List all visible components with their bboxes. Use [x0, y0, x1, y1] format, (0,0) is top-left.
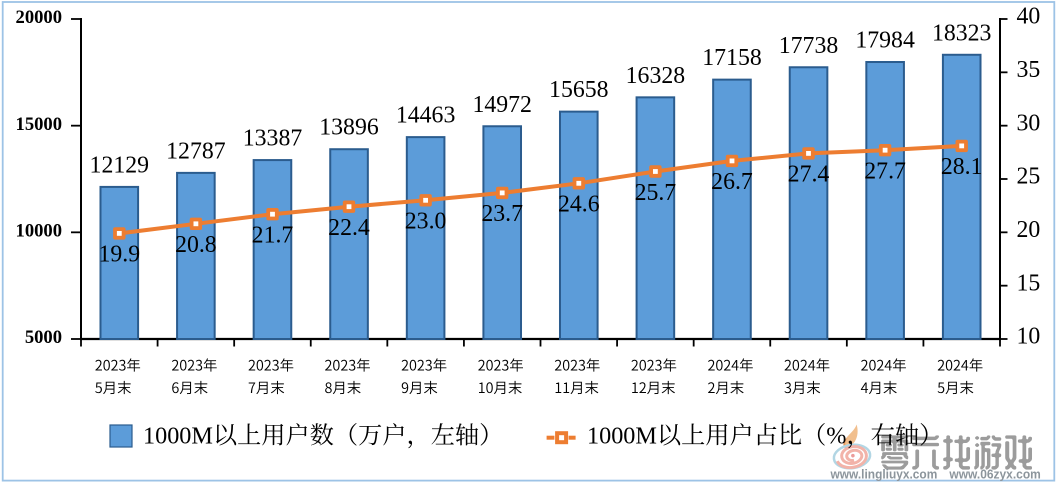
- svg-text:21.7: 21.7: [252, 223, 294, 249]
- svg-text:10000: 10000: [16, 221, 62, 242]
- svg-text:27.7: 27.7: [864, 159, 906, 185]
- svg-text:15: 15: [1017, 270, 1041, 296]
- svg-text:%: %: [826, 423, 846, 450]
- svg-text:19.9: 19.9: [98, 242, 140, 268]
- svg-text:25.7: 25.7: [635, 180, 677, 206]
- svg-text:15000: 15000: [16, 114, 62, 135]
- svg-text:20000: 20000: [16, 7, 62, 28]
- svg-text:1000M: 1000M: [143, 423, 213, 450]
- svg-text:www.06zyx.com: www.06zyx.com: [948, 467, 1040, 482]
- svg-text:12129: 12129: [90, 152, 150, 178]
- svg-text:23.7: 23.7: [481, 201, 523, 227]
- svg-text:25: 25: [1017, 164, 1041, 190]
- svg-text:23.0: 23.0: [405, 209, 447, 235]
- svg-text:35: 35: [1017, 57, 1041, 83]
- svg-text:26.7: 26.7: [711, 169, 753, 195]
- svg-text:10: 10: [1017, 324, 1041, 350]
- svg-text:17158: 17158: [702, 45, 762, 71]
- svg-text:12787: 12787: [166, 138, 226, 164]
- svg-text:1000M: 1000M: [587, 423, 657, 450]
- svg-text:14463: 14463: [396, 103, 456, 129]
- svg-text:13387: 13387: [243, 126, 303, 152]
- svg-text:5000: 5000: [25, 327, 62, 348]
- svg-text:13896: 13896: [319, 115, 379, 141]
- svg-text:www.lingliuyx.com: www.lingliuyx.com: [830, 467, 938, 482]
- svg-text:16328: 16328: [626, 63, 686, 89]
- svg-text:28.1: 28.1: [941, 154, 983, 180]
- svg-text:30: 30: [1017, 110, 1041, 136]
- svg-text:27.4: 27.4: [788, 162, 830, 188]
- svg-text:20: 20: [1017, 217, 1041, 243]
- svg-text:24.6: 24.6: [558, 192, 600, 218]
- svg-text:17984: 17984: [855, 28, 915, 54]
- svg-text:40: 40: [1017, 4, 1041, 30]
- svg-text:22.4: 22.4: [328, 215, 370, 241]
- svg-text:20.8: 20.8: [175, 232, 217, 258]
- svg-text:15658: 15658: [549, 77, 609, 103]
- svg-text:14972: 14972: [472, 92, 532, 118]
- svg-text:17738: 17738: [779, 33, 839, 59]
- svg-text:18323: 18323: [932, 20, 992, 46]
